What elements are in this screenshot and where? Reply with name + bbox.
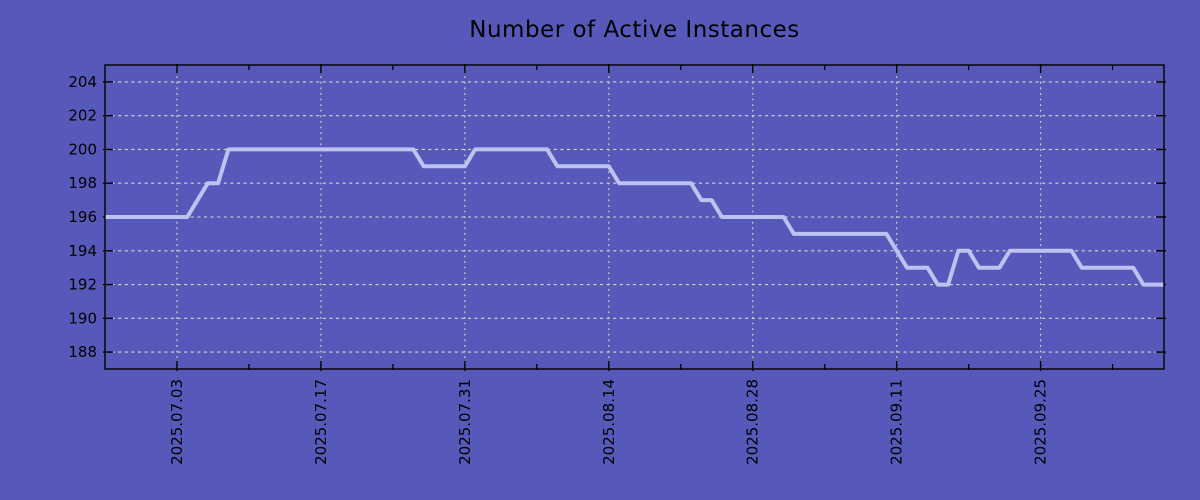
x-tick-label: 2025.08.14	[600, 379, 618, 465]
x-tick-label: 2025.07.31	[456, 379, 474, 465]
chart-title: Number of Active Instances	[469, 17, 800, 43]
x-tick-label: 2025.07.17	[312, 379, 330, 465]
y-tick-label: 192	[68, 276, 97, 294]
x-tick-label: 2025.09.11	[888, 379, 906, 465]
y-tick-label: 194	[68, 242, 97, 260]
active-instances-series-line	[105, 147, 1164, 287]
y-tick-label: 198	[68, 174, 97, 192]
x-tick-label: 2025.07.03	[168, 379, 186, 465]
y-tick-label: 196	[68, 208, 97, 226]
y-tick-label: 202	[68, 107, 97, 125]
x-tick-label: 2025.09.25	[1032, 379, 1050, 465]
plot-border	[104, 64, 1165, 370]
x-tick-label: 2025.08.28	[744, 379, 762, 465]
y-tick-label: 200	[68, 140, 97, 158]
y-tick-label: 204	[68, 73, 97, 91]
y-tick-label: 190	[68, 309, 97, 327]
y-tick-label: 188	[68, 343, 97, 361]
